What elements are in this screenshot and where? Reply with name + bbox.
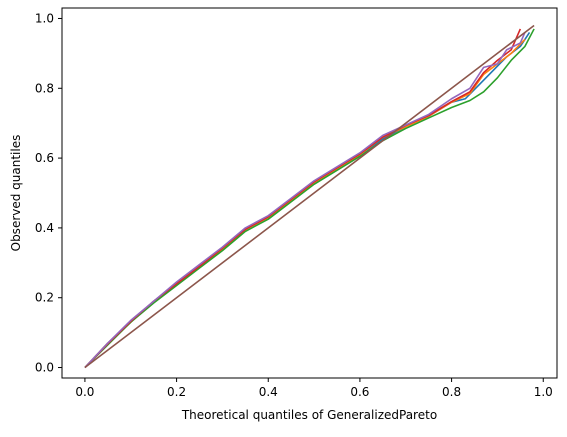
x-tick-label: 0.2 bbox=[167, 385, 186, 399]
series-layer bbox=[84, 24, 535, 369]
x-tick-label: 0.8 bbox=[442, 385, 461, 399]
ticks-layer: 0.0 0.2 0.4 0.6 0.8 1.0 0.0 0.2 0.4 0.6 0.8 1.0 bbox=[35, 11, 553, 399]
series-line-5 bbox=[84, 32, 526, 369]
series-line-6 bbox=[84, 24, 535, 369]
y-tick-label: 0.0 bbox=[35, 361, 54, 375]
x-tick-label: 1.0 bbox=[534, 385, 553, 399]
x-tick-label: 0.6 bbox=[350, 385, 369, 399]
x-axis-label: Theoretical quantiles of GeneralizedPare… bbox=[181, 408, 437, 422]
y-axis-label: Observed quantiles bbox=[9, 135, 23, 252]
y-tick-label: 0.2 bbox=[35, 291, 54, 305]
axes-frame bbox=[61, 7, 558, 379]
series-line-3 bbox=[84, 28, 535, 369]
y-tick-label: 0.8 bbox=[35, 81, 54, 95]
y-tick-label: 1.0 bbox=[35, 11, 54, 25]
x-tick-label: 0.0 bbox=[75, 385, 94, 399]
y-tick-label: 0.4 bbox=[35, 221, 54, 235]
y-tick-label: 0.6 bbox=[35, 151, 54, 165]
x-tick-label: 0.4 bbox=[259, 385, 278, 399]
